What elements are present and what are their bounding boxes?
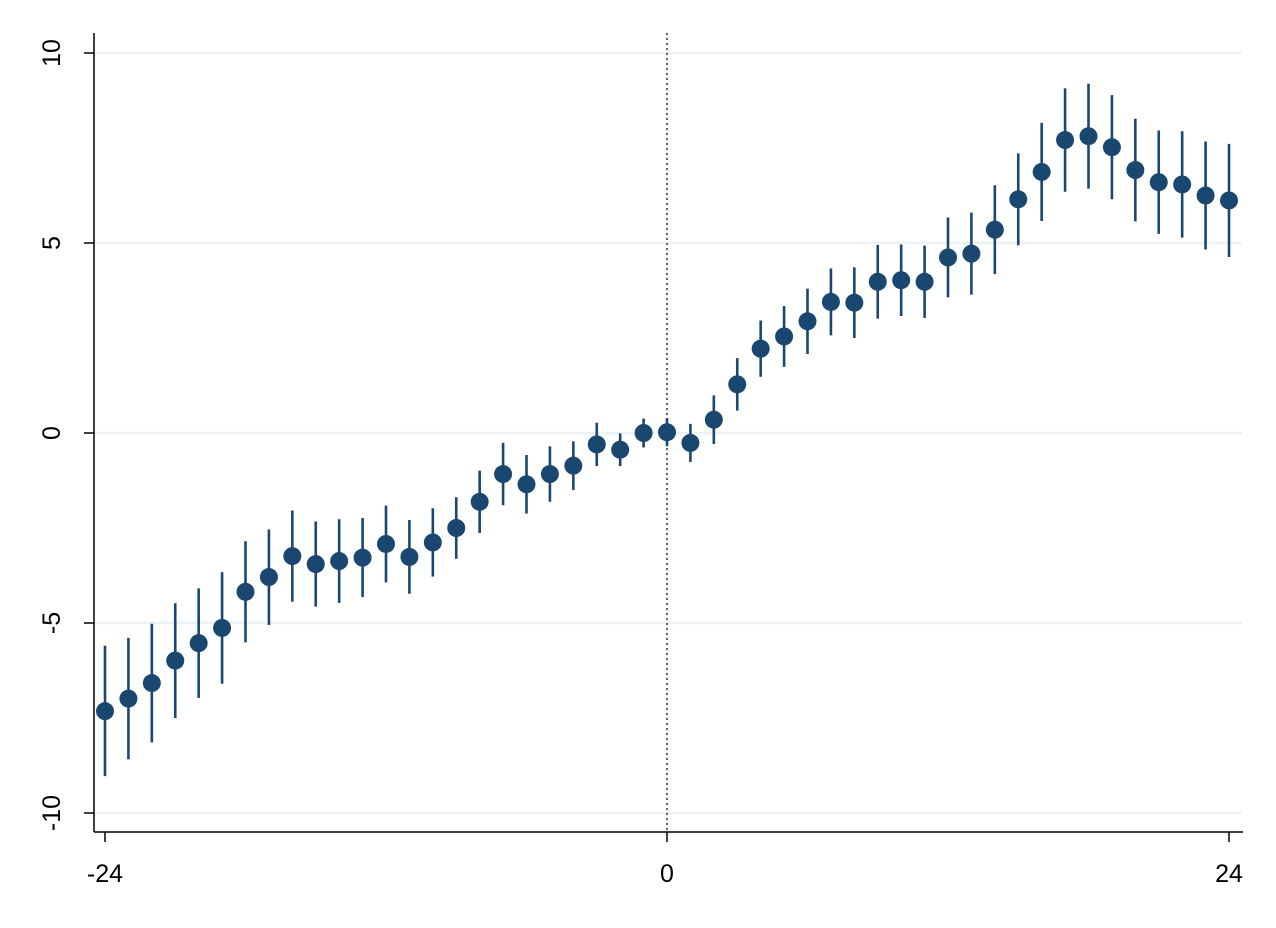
- data-point: [962, 244, 981, 263]
- point-layer: [96, 127, 1238, 721]
- data-point: [259, 568, 278, 587]
- data-point: [494, 465, 513, 484]
- data-point: [166, 651, 185, 670]
- data-point: [353, 548, 372, 567]
- data-point: [540, 465, 559, 484]
- data-point: [728, 375, 747, 394]
- data-point: [1032, 162, 1051, 181]
- data-point: [634, 424, 653, 442]
- data-point: [1009, 190, 1028, 209]
- data-point: [236, 582, 255, 601]
- data-point: [1173, 175, 1192, 194]
- data-point: [587, 435, 606, 454]
- y-tick-label: 5: [38, 236, 66, 250]
- data-point: [564, 456, 583, 475]
- data-point: [377, 534, 395, 553]
- axis-layer: -10 -5 0 5 10 -24 0 24: [38, 33, 1243, 888]
- data-point: [845, 293, 864, 312]
- data-point: [470, 492, 489, 511]
- data-point: [1149, 173, 1168, 192]
- data-point: [775, 327, 794, 346]
- data-point: [798, 312, 817, 331]
- data-point: [1056, 131, 1075, 150]
- x-tick-label: 0: [660, 860, 674, 888]
- data-point: [142, 674, 161, 693]
- data-point: [915, 272, 934, 291]
- data-point: [283, 547, 302, 566]
- data-point: [681, 433, 700, 452]
- data-point: [939, 248, 957, 267]
- data-point: [1102, 138, 1121, 157]
- data-point: [821, 292, 840, 311]
- data-point: [892, 271, 911, 290]
- data-point: [423, 533, 442, 552]
- data-point: [1220, 191, 1238, 210]
- data-point: [611, 440, 630, 459]
- data-point: [306, 555, 325, 574]
- data-point: [330, 552, 349, 571]
- y-tick-label: 10: [38, 39, 66, 67]
- y-tick-label: -10: [38, 795, 66, 831]
- data-point: [96, 702, 114, 721]
- y-tick-label: 0: [38, 426, 66, 440]
- data-point: [517, 475, 536, 494]
- data-point: [213, 618, 232, 637]
- data-point: [1196, 186, 1215, 205]
- data-point: [447, 519, 466, 537]
- data-point: [189, 634, 208, 653]
- x-tick-label: 24: [1215, 860, 1243, 888]
- data-point: [868, 272, 887, 291]
- data-point: [704, 410, 723, 429]
- x-tick-label: -24: [87, 860, 123, 888]
- data-point: [1079, 127, 1098, 146]
- data-point: [119, 689, 138, 708]
- data-point: [985, 220, 1004, 239]
- data-point: [400, 547, 419, 566]
- data-point: [751, 339, 770, 358]
- y-tick-label: -5: [38, 612, 66, 634]
- data-point: [658, 423, 676, 442]
- data-point: [1126, 161, 1145, 180]
